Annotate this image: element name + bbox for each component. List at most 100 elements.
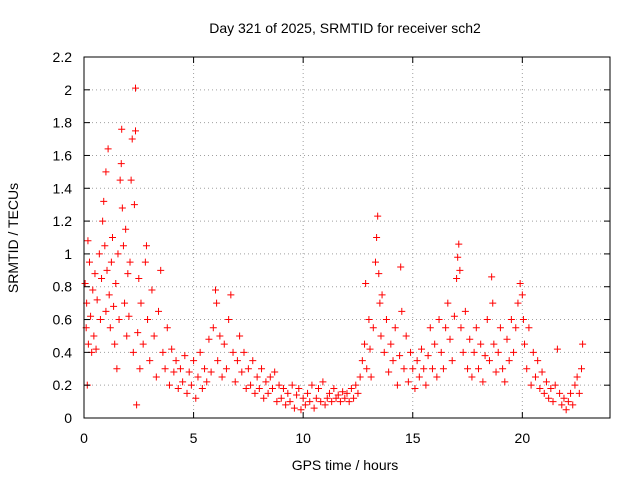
data-point bbox=[126, 258, 134, 266]
data-point bbox=[258, 365, 266, 373]
data-point bbox=[92, 345, 100, 353]
data-point bbox=[89, 286, 97, 294]
data-point bbox=[111, 340, 119, 348]
data-point bbox=[225, 316, 233, 324]
data-point bbox=[306, 398, 314, 406]
x-tick-label: 10 bbox=[295, 430, 311, 446]
data-point bbox=[312, 394, 320, 402]
data-point bbox=[141, 258, 149, 266]
data-point bbox=[317, 398, 325, 406]
data-point bbox=[518, 291, 526, 299]
data-point bbox=[209, 324, 217, 332]
data-point bbox=[187, 381, 195, 389]
data-point bbox=[490, 340, 498, 348]
data-point bbox=[420, 365, 428, 373]
data-point bbox=[454, 253, 462, 261]
data-point bbox=[144, 316, 152, 324]
data-point bbox=[112, 279, 120, 287]
data-point bbox=[433, 373, 441, 381]
chart-title: Day 321 of 2025, SRMTID for receiver sch… bbox=[209, 20, 481, 36]
data-point bbox=[354, 389, 362, 397]
data-point bbox=[562, 406, 570, 414]
data-point bbox=[84, 340, 92, 348]
y-tick-label: 0 bbox=[64, 410, 72, 426]
data-point bbox=[113, 365, 121, 373]
data-point bbox=[525, 324, 533, 332]
x-tick-label: 5 bbox=[190, 430, 198, 446]
data-point bbox=[116, 176, 124, 184]
data-point bbox=[121, 299, 129, 307]
data-point bbox=[510, 348, 518, 356]
data-point bbox=[564, 398, 572, 406]
data-point bbox=[273, 398, 281, 406]
data-point bbox=[106, 324, 114, 332]
data-point bbox=[328, 398, 336, 406]
data-point bbox=[152, 373, 160, 381]
data-point bbox=[212, 286, 219, 294]
data-point bbox=[375, 270, 383, 278]
data-point bbox=[84, 237, 92, 245]
data-point bbox=[95, 250, 103, 258]
data-point bbox=[472, 324, 480, 332]
data-point bbox=[174, 384, 182, 392]
data-point bbox=[142, 242, 150, 250]
data-point bbox=[183, 389, 191, 397]
data-point bbox=[299, 394, 307, 402]
data-point bbox=[567, 389, 575, 397]
data-point bbox=[323, 394, 331, 402]
data-point bbox=[334, 391, 342, 399]
data-point bbox=[155, 307, 163, 315]
data-point bbox=[220, 340, 228, 348]
data-point bbox=[108, 234, 116, 241]
data-point bbox=[456, 266, 464, 274]
data-point bbox=[494, 348, 502, 356]
data-point bbox=[319, 378, 327, 386]
data-point bbox=[538, 368, 546, 376]
data-point bbox=[308, 381, 316, 389]
data-point bbox=[536, 384, 544, 392]
y-tick-label: 1.8 bbox=[53, 115, 73, 131]
data-point bbox=[134, 329, 142, 337]
data-point bbox=[382, 316, 390, 324]
data-point bbox=[343, 389, 351, 397]
data-point bbox=[214, 357, 222, 365]
data-point bbox=[127, 176, 135, 184]
data-point bbox=[242, 384, 250, 392]
data-point bbox=[411, 384, 419, 392]
data-point bbox=[198, 384, 206, 392]
data-point bbox=[277, 394, 285, 402]
data-point bbox=[295, 384, 303, 392]
plot-frame bbox=[83, 56, 611, 419]
data-point bbox=[573, 373, 581, 381]
data-point bbox=[336, 398, 344, 406]
data-point bbox=[385, 368, 393, 376]
data-point bbox=[286, 398, 294, 406]
data-point bbox=[398, 307, 406, 315]
data-point bbox=[103, 266, 111, 274]
data-point bbox=[181, 352, 189, 360]
data-point bbox=[376, 299, 384, 307]
y-axis-label: SRMTID / TECUs bbox=[5, 183, 21, 293]
data-point bbox=[249, 357, 257, 365]
data-point bbox=[165, 381, 173, 389]
data-point bbox=[413, 357, 421, 365]
data-point bbox=[519, 316, 527, 324]
data-point bbox=[129, 348, 137, 356]
data-point bbox=[304, 389, 312, 397]
data-point bbox=[556, 389, 564, 397]
data-point bbox=[549, 398, 557, 406]
data-point bbox=[115, 316, 123, 324]
data-point bbox=[516, 279, 524, 287]
data-point bbox=[485, 357, 493, 365]
data-point bbox=[325, 389, 333, 397]
data-point bbox=[132, 127, 140, 135]
data-point bbox=[229, 348, 237, 356]
y-tick-label: 2.2 bbox=[53, 49, 73, 65]
data-point bbox=[424, 352, 432, 360]
y-tick-label: 0.2 bbox=[53, 377, 73, 393]
data-point bbox=[437, 348, 445, 356]
data-point bbox=[358, 357, 366, 365]
data-point bbox=[571, 381, 579, 389]
data-point bbox=[545, 394, 553, 402]
y-tick-label: 1 bbox=[64, 246, 72, 262]
